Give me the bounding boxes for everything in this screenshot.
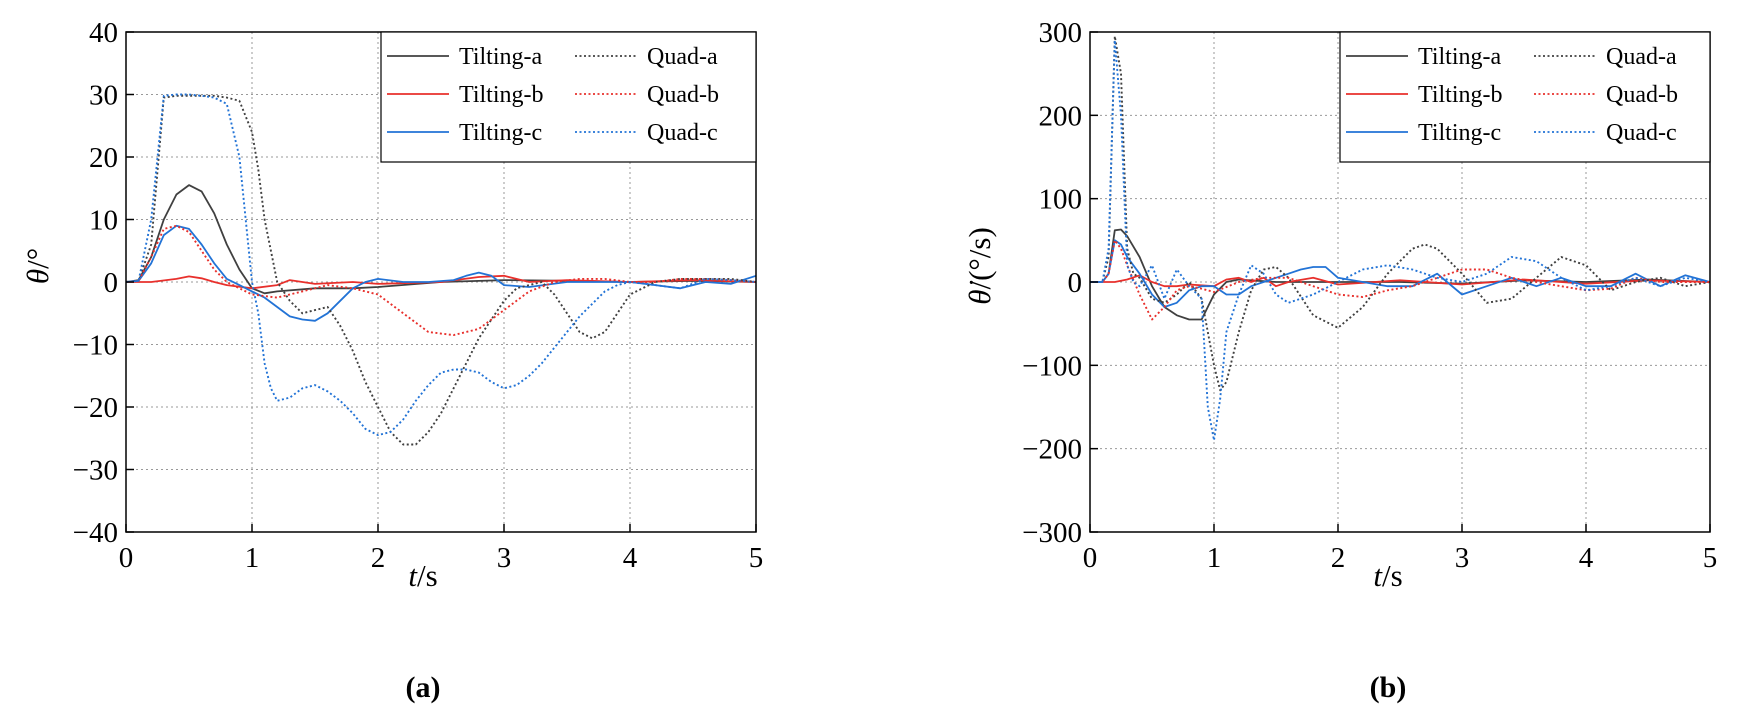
chart-panel-a: 0 1 2 3 4 5 −40 −30 −20 −10 0 10 20 30 40 t/s θ/° Tilt… bbox=[20, 17, 763, 704]
legend-label: Quad-b bbox=[647, 82, 719, 108]
legend-label: Quad-a bbox=[1606, 44, 1677, 70]
series-line-quad-c bbox=[125, 93, 757, 437]
legend-label: Tilting-a bbox=[459, 44, 542, 70]
ticks-b: 0 1 2 3 4 5 −300 −200 −100 0 100 200 300 bbox=[1022, 17, 1717, 574]
y-tick-label: −20 bbox=[73, 392, 118, 424]
legend-label: Tilting-a bbox=[1418, 44, 1501, 70]
series-b bbox=[1090, 35, 1711, 442]
x-tick-label: 5 bbox=[749, 542, 764, 574]
x-tick-label: 3 bbox=[497, 542, 512, 574]
series-a bbox=[125, 93, 757, 446]
legend-label: Quad-a bbox=[647, 44, 718, 70]
y-tick-label: −40 bbox=[73, 517, 118, 549]
chart-panel-b: 0 1 2 3 4 5 −300 −200 −100 0 100 200 300 t/s θ̇/(°/s… bbox=[962, 17, 1717, 704]
x-axis-label-a: t/s bbox=[408, 558, 437, 593]
y-tick-label: −300 bbox=[1022, 517, 1082, 549]
x-tick-label: 0 bbox=[119, 542, 134, 574]
legend-label: Tilting-c bbox=[1418, 120, 1501, 146]
series-line-tilting-c bbox=[125, 224, 757, 322]
y-tick-label: 10 bbox=[89, 205, 118, 237]
y-tick-label: 300 bbox=[1039, 17, 1083, 49]
y-tick-label: 200 bbox=[1039, 100, 1083, 132]
x-axis-label-b: t/s bbox=[1373, 558, 1402, 593]
x-tick-label: 4 bbox=[623, 542, 638, 574]
x-tick-label: 1 bbox=[245, 542, 260, 574]
y-tick-label: −10 bbox=[73, 330, 118, 362]
x-tick-label: 3 bbox=[1455, 542, 1470, 574]
y-tick-label: 100 bbox=[1039, 184, 1083, 216]
y-tick-label: 0 bbox=[104, 267, 119, 299]
ticks-a: 0 1 2 3 4 5 −40 −30 −20 −10 0 10 20 30 40 bbox=[73, 17, 764, 574]
legend-label: Tilting-b bbox=[459, 82, 543, 108]
y-tick-label: −200 bbox=[1022, 434, 1082, 466]
y-axis-label-b: θ̇/(°/s) bbox=[962, 227, 997, 305]
series-line-tilting-a bbox=[1090, 228, 1711, 321]
y-tick-label: 30 bbox=[89, 80, 118, 112]
series-line-quad-a bbox=[125, 94, 757, 446]
series-line-quad-a bbox=[1090, 35, 1711, 392]
series-line-tilting-b bbox=[126, 274, 757, 290]
x-tick-label: 4 bbox=[1579, 542, 1594, 574]
legend-box bbox=[1339, 31, 1711, 163]
legend-label: Quad-b bbox=[1606, 82, 1678, 108]
y-tick-label: 0 bbox=[1068, 267, 1083, 299]
legend-label: Tilting-b bbox=[1418, 82, 1502, 108]
panel-label-a: (a) bbox=[406, 671, 441, 704]
x-tick-label: 5 bbox=[1703, 542, 1718, 574]
legend-label: Tilting-c bbox=[459, 120, 542, 146]
legend-box bbox=[380, 31, 757, 163]
legend-label: Quad-c bbox=[647, 120, 718, 146]
y-tick-label: 20 bbox=[89, 142, 118, 174]
x-tick-label: 2 bbox=[371, 542, 386, 574]
x-tick-label: 0 bbox=[1083, 542, 1098, 574]
series-line-tilting-c bbox=[1090, 239, 1711, 308]
series-line-tilting-b bbox=[1090, 274, 1711, 288]
y-tick-label: −100 bbox=[1022, 350, 1082, 382]
y-tick-label: 40 bbox=[89, 17, 118, 49]
series-line-tilting-a bbox=[125, 184, 757, 295]
legend-b: Tilting-a Tilting-b Tilting-c Quad-a Quad-b Q… bbox=[1339, 31, 1711, 163]
x-tick-label: 2 bbox=[1331, 542, 1346, 574]
panel-label-b: (b) bbox=[1370, 671, 1407, 704]
series-line-quad-c bbox=[1090, 39, 1711, 442]
y-axis-label-a: θ/° bbox=[20, 248, 55, 284]
y-tick-label: −30 bbox=[73, 455, 118, 487]
legend-label: Quad-c bbox=[1606, 120, 1677, 146]
x-tick-label: 1 bbox=[1207, 542, 1222, 574]
legend-a: Tilting-a Tilting-b Tilting-c Quad-a Quad-b Q… bbox=[380, 31, 757, 163]
